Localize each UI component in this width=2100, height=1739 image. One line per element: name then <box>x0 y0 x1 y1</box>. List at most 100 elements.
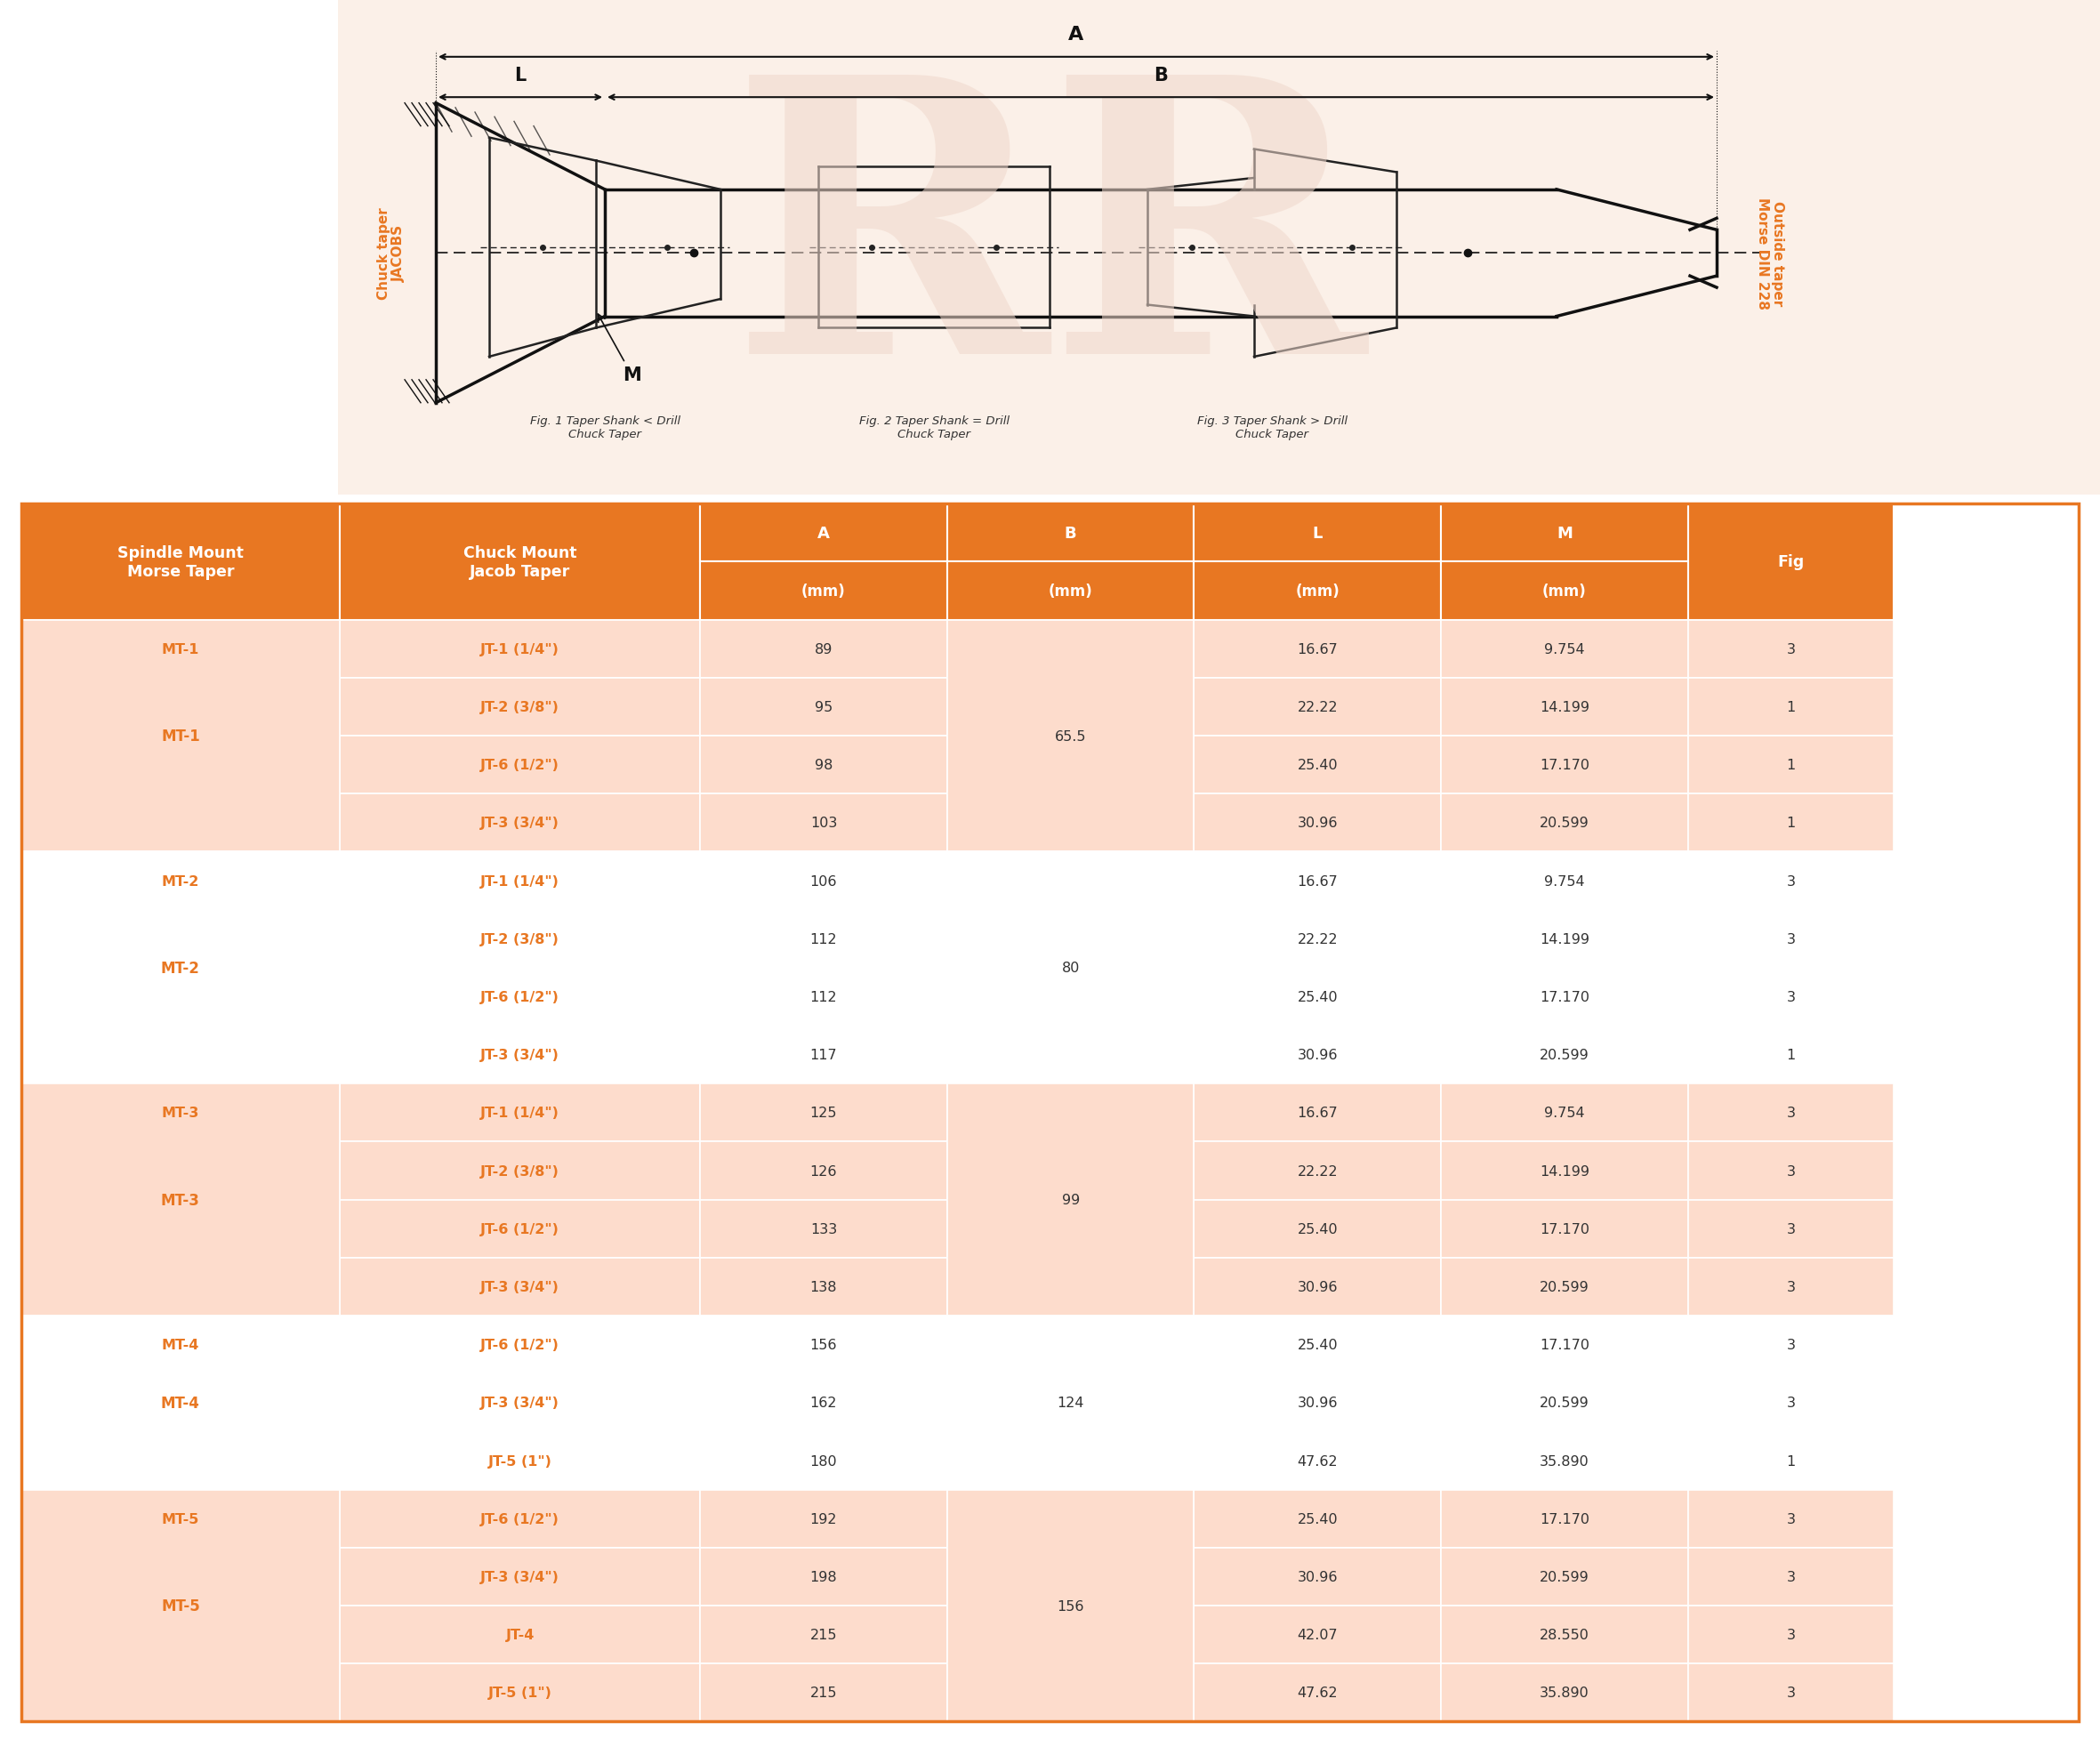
Text: 80: 80 <box>1060 962 1079 976</box>
Text: MT-2: MT-2 <box>162 960 200 976</box>
Text: JT-3 (3/4"): JT-3 (3/4") <box>481 1049 559 1063</box>
Text: 17.170: 17.170 <box>1539 1223 1590 1236</box>
Text: MT-5: MT-5 <box>162 1598 200 1614</box>
Text: 198: 198 <box>811 1570 838 1584</box>
Bar <box>699 1200 947 1257</box>
Bar <box>1441 1083 1688 1143</box>
Text: 20.599: 20.599 <box>1539 1570 1590 1584</box>
Text: 16.67: 16.67 <box>1298 1106 1338 1120</box>
Text: 112: 112 <box>811 932 838 946</box>
Text: JT-1 (1/4"): JT-1 (1/4") <box>481 875 559 889</box>
Bar <box>699 678 947 736</box>
Bar <box>699 1143 947 1200</box>
Text: Outside taper
Morse DIN 228: Outside taper Morse DIN 228 <box>1756 198 1785 310</box>
Text: 17.170: 17.170 <box>1539 1337 1590 1351</box>
Text: 14.199: 14.199 <box>1539 932 1590 946</box>
Bar <box>699 1605 947 1664</box>
Bar <box>699 1316 947 1374</box>
Text: 3: 3 <box>1787 1223 1796 1236</box>
Text: 9.754: 9.754 <box>1544 642 1586 656</box>
Bar <box>947 1490 1195 1722</box>
Text: 1: 1 <box>1787 701 1796 715</box>
Text: 106: 106 <box>811 875 838 889</box>
Bar <box>947 504 1195 562</box>
Bar <box>1688 678 1894 736</box>
Text: 17.170: 17.170 <box>1539 758 1590 772</box>
Bar <box>340 1143 699 1200</box>
Text: (mm): (mm) <box>1296 583 1340 600</box>
Bar <box>21 1316 340 1374</box>
Bar <box>1688 1664 1894 1722</box>
Text: A: A <box>817 525 830 541</box>
Text: 25.40: 25.40 <box>1298 1337 1338 1351</box>
Bar <box>21 1664 340 1722</box>
Text: JT-6 (1/2"): JT-6 (1/2") <box>481 989 559 1003</box>
Text: JT-3 (3/4"): JT-3 (3/4") <box>481 816 559 830</box>
Bar <box>340 1200 699 1257</box>
Text: B: B <box>1065 525 1077 541</box>
Bar <box>1441 1316 1688 1374</box>
Text: JT-4: JT-4 <box>506 1628 536 1642</box>
Text: L: L <box>1312 525 1323 541</box>
Bar <box>340 736 699 795</box>
Text: L: L <box>514 66 527 83</box>
Text: JT-5 (1"): JT-5 (1") <box>487 1685 552 1699</box>
Text: Chuck Mount
Jacob Taper: Chuck Mount Jacob Taper <box>464 544 578 579</box>
Bar <box>947 1083 1195 1316</box>
Text: Fig. 1 Taper Shank < Drill
Chuck Taper: Fig. 1 Taper Shank < Drill Chuck Taper <box>529 416 680 440</box>
Bar <box>1688 795 1894 852</box>
Bar <box>340 504 699 621</box>
Bar <box>1195 1257 1441 1316</box>
Bar <box>1441 678 1688 736</box>
Text: RR: RR <box>731 63 1367 433</box>
Text: 20.599: 20.599 <box>1539 816 1590 830</box>
Text: 28.550: 28.550 <box>1539 1628 1590 1642</box>
Bar <box>1195 1316 1441 1374</box>
Bar <box>340 1431 699 1490</box>
Bar <box>21 1316 340 1490</box>
Text: 3: 3 <box>1787 642 1796 656</box>
Bar <box>1688 1548 1894 1605</box>
Text: 47.62: 47.62 <box>1298 1454 1338 1468</box>
Text: 125: 125 <box>811 1106 838 1120</box>
Bar <box>1441 1200 1688 1257</box>
Text: 192: 192 <box>811 1511 838 1525</box>
Bar <box>21 1431 340 1490</box>
Text: 3: 3 <box>1787 1570 1796 1584</box>
Text: 215: 215 <box>811 1685 838 1699</box>
Bar <box>1441 1605 1688 1664</box>
Text: MT-5: MT-5 <box>162 1511 200 1525</box>
Bar <box>947 562 1195 621</box>
Text: (mm): (mm) <box>802 583 846 600</box>
Bar <box>340 621 699 678</box>
Text: 14.199: 14.199 <box>1539 701 1590 715</box>
Bar <box>340 1257 699 1316</box>
Text: 156: 156 <box>1056 1598 1084 1612</box>
Bar <box>699 736 947 795</box>
Bar <box>21 504 340 621</box>
Bar <box>1688 1374 1894 1431</box>
Text: 22.22: 22.22 <box>1298 701 1338 715</box>
Text: 22.22: 22.22 <box>1298 932 1338 946</box>
Text: 124: 124 <box>1056 1396 1084 1410</box>
Text: 9.754: 9.754 <box>1544 875 1586 889</box>
Text: 3: 3 <box>1787 932 1796 946</box>
Text: JT-3 (3/4"): JT-3 (3/4") <box>481 1280 559 1294</box>
Text: JT-6 (1/2"): JT-6 (1/2") <box>481 1223 559 1236</box>
Text: Fig: Fig <box>1777 555 1804 570</box>
Text: 9.754: 9.754 <box>1544 1106 1586 1120</box>
Text: 138: 138 <box>811 1280 838 1294</box>
Text: 95: 95 <box>815 701 832 715</box>
Bar <box>21 1083 340 1316</box>
Text: 3: 3 <box>1787 989 1796 1003</box>
Bar <box>1441 1026 1688 1083</box>
Bar <box>340 795 699 852</box>
Bar <box>340 852 699 909</box>
Bar <box>1195 1083 1441 1143</box>
Text: 1: 1 <box>1787 816 1796 830</box>
Bar <box>340 1605 699 1664</box>
Text: 30.96: 30.96 <box>1298 1396 1338 1410</box>
Bar <box>699 852 947 909</box>
Bar <box>1441 795 1688 852</box>
Bar <box>1688 736 1894 795</box>
